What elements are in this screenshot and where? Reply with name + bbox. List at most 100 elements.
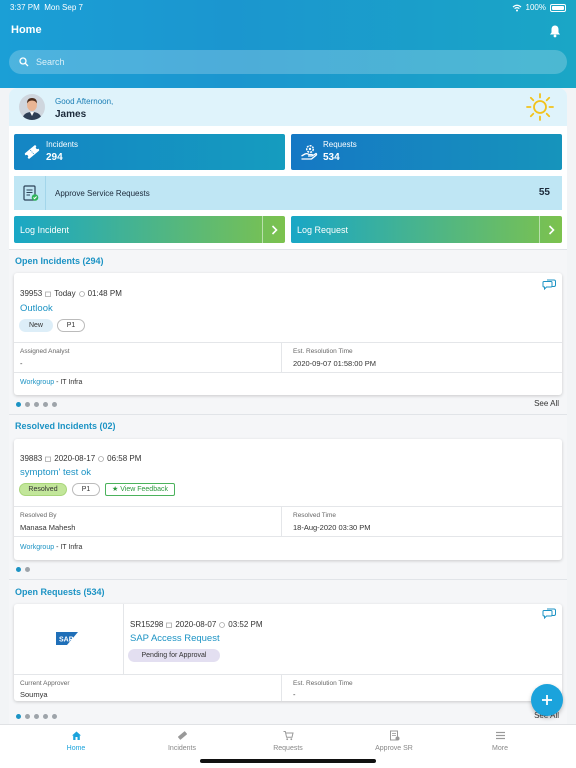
greeting-banner: Good Afternoon, James bbox=[9, 88, 567, 126]
search-bar[interactable] bbox=[9, 50, 567, 74]
approve-service-requests[interactable]: Approve Service Requests 55 bbox=[14, 176, 562, 210]
tab-more[interactable]: More bbox=[460, 730, 540, 760]
avatar[interactable] bbox=[19, 94, 45, 120]
workgroup: Workgroup - IT Infra bbox=[20, 379, 82, 386]
status-time: 3:37 PM bbox=[10, 3, 40, 12]
incident-meta: 39883 2020-08-17 06:58 PM bbox=[20, 454, 141, 463]
open-requests-title[interactable]: Open Requests (534) bbox=[15, 587, 105, 597]
service-request-icon bbox=[301, 144, 318, 160]
chat-icon[interactable] bbox=[542, 279, 556, 290]
ticket-icon bbox=[177, 731, 187, 740]
workgroup-value: - IT Infra bbox=[56, 379, 83, 386]
resolved-time-label: Resolved Time bbox=[293, 512, 336, 519]
carousel-dot[interactable] bbox=[25, 714, 30, 719]
carousel-dot[interactable] bbox=[43, 402, 48, 407]
tab-home[interactable]: Home bbox=[36, 730, 116, 760]
carousel-dots[interactable] bbox=[16, 567, 30, 572]
search-input[interactable] bbox=[36, 57, 536, 67]
est-resolution-value: 2020-09-07 01:58:00 PM bbox=[293, 359, 376, 368]
divider bbox=[281, 674, 282, 701]
resolved-incidents-title[interactable]: Resolved Incidents (02) bbox=[15, 421, 116, 431]
tab-requests[interactable]: Requests bbox=[248, 730, 328, 760]
log-request-button[interactable]: Log Request bbox=[291, 216, 562, 243]
clipboard-check-icon bbox=[23, 185, 39, 201]
chat-icon[interactable] bbox=[542, 608, 556, 619]
requests-tile[interactable]: Requests 534 bbox=[291, 134, 562, 170]
est-resolution-label: Est. Resolution Time bbox=[293, 348, 353, 355]
bell-icon[interactable] bbox=[548, 24, 562, 38]
incident-date: Today bbox=[54, 289, 76, 298]
request-card[interactable]: SAP SR15298 2020-08-07 03:52 PM SAP Acce… bbox=[14, 604, 562, 701]
tab-approve-sr[interactable]: Approve SR bbox=[354, 730, 434, 760]
sap-logo-box: SAP bbox=[14, 604, 124, 674]
current-approver-value: Soumya bbox=[20, 690, 48, 699]
log-incident-button[interactable]: Log Incident bbox=[14, 216, 285, 243]
tab-incidents[interactable]: Incidents bbox=[142, 730, 222, 760]
divider bbox=[9, 249, 567, 250]
calendar-icon bbox=[45, 291, 52, 297]
status-badge: Pending for Approval bbox=[128, 649, 220, 662]
workgroup-value: - IT Infra bbox=[56, 544, 83, 551]
carousel-dot[interactable] bbox=[52, 714, 57, 719]
est-resolution-label: Est. Resolution Time bbox=[293, 680, 353, 687]
search-icon bbox=[19, 57, 29, 67]
divider bbox=[14, 372, 562, 373]
incident-time: 06:58 PM bbox=[107, 454, 142, 463]
wifi-icon bbox=[512, 4, 521, 11]
incidents-tile[interactable]: Incidents 294 bbox=[14, 134, 285, 170]
carousel-dots[interactable] bbox=[16, 714, 57, 719]
carousel-dot[interactable] bbox=[16, 402, 21, 407]
home-content: Good Afternoon, James Incidents 294 Requ… bbox=[9, 88, 567, 724]
incidents-label: Incidents bbox=[46, 140, 79, 149]
page-title: Home bbox=[11, 24, 42, 36]
sun-icon bbox=[526, 93, 554, 121]
carousel-dot[interactable] bbox=[34, 714, 39, 719]
carousel-dots[interactable] bbox=[16, 402, 57, 407]
current-approver-label: Current Approver bbox=[20, 680, 70, 687]
clipboard-check-icon bbox=[389, 730, 399, 741]
incident-title[interactable]: Outlook bbox=[20, 303, 53, 314]
carousel-dot[interactable] bbox=[16, 714, 21, 719]
view-feedback-button[interactable]: ★ View Feedback bbox=[105, 483, 175, 496]
add-button[interactable] bbox=[531, 684, 563, 716]
approve-count: 55 bbox=[538, 187, 550, 198]
divider bbox=[281, 342, 282, 372]
request-title[interactable]: SAP Access Request bbox=[130, 633, 220, 644]
carousel-dot[interactable] bbox=[34, 402, 39, 407]
incident-title[interactable]: symptom' test ok bbox=[20, 467, 91, 478]
resolved-time-value: 18-Aug-2020 03:30 PM bbox=[293, 523, 371, 532]
tab-home-label: Home bbox=[66, 745, 86, 752]
incident-date: 2020-08-17 bbox=[54, 454, 96, 463]
assigned-analyst-label: Assigned Analyst bbox=[20, 348, 70, 355]
status-badge: New bbox=[19, 319, 53, 332]
tab-more-label: More bbox=[492, 745, 508, 752]
incident-card[interactable]: 39953 Today 01:48 PM Outlook New P1 Assi… bbox=[14, 273, 562, 395]
priority-badge: P1 bbox=[72, 483, 100, 496]
resolved-incident-card[interactable]: 39883 2020-08-17 06:58 PM symptom' test … bbox=[14, 439, 562, 560]
request-time: 03:52 PM bbox=[228, 620, 263, 629]
greeting-text: Good Afternoon, bbox=[55, 97, 114, 106]
see-all-link[interactable]: See All bbox=[534, 399, 559, 408]
carousel-dot[interactable] bbox=[16, 567, 21, 572]
carousel-dot[interactable] bbox=[25, 402, 30, 407]
carousel-dot[interactable] bbox=[52, 402, 57, 407]
sap-logo: SAP bbox=[56, 632, 78, 645]
divider bbox=[14, 506, 562, 507]
tab-incidents-label: Incidents bbox=[167, 745, 197, 752]
menu-icon bbox=[495, 731, 505, 740]
battery-icon bbox=[550, 3, 566, 12]
workgroup: Workgroup - IT Infra bbox=[20, 544, 82, 551]
log-request-label: Log Request bbox=[297, 225, 349, 235]
incident-id: 39953 bbox=[20, 289, 43, 298]
status-date: Mon Sep 7 bbox=[44, 3, 83, 12]
divider bbox=[9, 579, 567, 580]
open-incidents-title[interactable]: Open Incidents (294) bbox=[15, 256, 104, 266]
home-indicator bbox=[200, 759, 376, 763]
carousel-dot[interactable] bbox=[43, 714, 48, 719]
svg-text:SAP: SAP bbox=[59, 637, 74, 644]
carousel-dot[interactable] bbox=[25, 567, 30, 572]
clock-icon bbox=[78, 290, 85, 297]
divider bbox=[14, 536, 562, 537]
approve-label: Approve Service Requests bbox=[55, 189, 150, 198]
cart-icon bbox=[283, 731, 294, 741]
